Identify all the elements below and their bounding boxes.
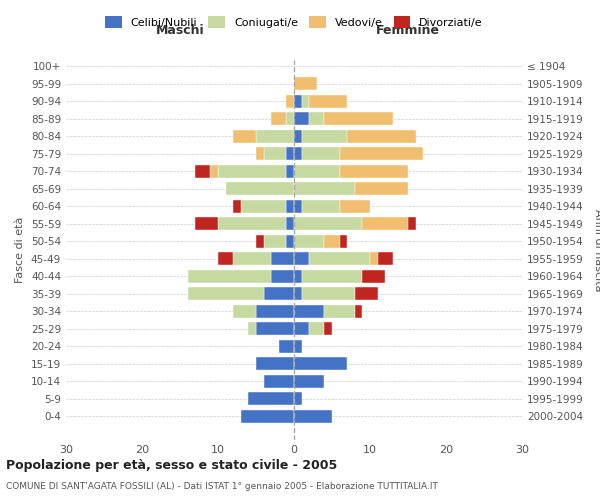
Bar — [355, 182, 408, 196]
Bar — [211, 164, 218, 178]
Bar — [294, 340, 302, 353]
Bar — [294, 304, 325, 318]
Bar — [256, 147, 263, 160]
Bar — [294, 270, 302, 283]
Bar — [340, 147, 423, 160]
Bar — [309, 112, 325, 126]
Bar — [302, 95, 309, 108]
Bar — [226, 182, 294, 196]
Bar — [302, 270, 362, 283]
Bar — [286, 164, 294, 178]
Bar — [286, 95, 294, 108]
Bar — [294, 78, 317, 90]
Bar — [294, 182, 355, 196]
Legend: Celibi/Nubili, Coniugati/e, Vedovi/e, Divorziati/e: Celibi/Nubili, Coniugati/e, Vedovi/e, Di… — [105, 16, 483, 28]
Bar — [294, 392, 302, 405]
Bar — [302, 130, 347, 143]
Bar — [294, 147, 302, 160]
Bar — [377, 252, 393, 266]
Bar — [355, 304, 362, 318]
Bar — [294, 357, 347, 370]
Bar — [340, 234, 347, 248]
Bar — [279, 340, 294, 353]
Bar — [286, 200, 294, 213]
Bar — [248, 322, 256, 336]
Bar — [241, 200, 286, 213]
Text: Popolazione per età, sesso e stato civile - 2005: Popolazione per età, sesso e stato civil… — [6, 460, 337, 472]
Bar — [325, 304, 355, 318]
Bar — [271, 270, 294, 283]
Text: Maschi: Maschi — [155, 24, 205, 36]
Bar — [233, 304, 256, 318]
Bar — [263, 147, 286, 160]
Bar — [340, 164, 408, 178]
Bar — [309, 322, 325, 336]
Bar — [188, 270, 271, 283]
Bar — [340, 200, 370, 213]
Bar — [218, 164, 286, 178]
Bar — [370, 252, 377, 266]
Bar — [286, 147, 294, 160]
Bar — [256, 357, 294, 370]
Bar — [294, 234, 325, 248]
Bar — [218, 217, 286, 230]
Bar — [294, 374, 325, 388]
Bar — [309, 95, 347, 108]
Bar — [309, 252, 370, 266]
Bar — [294, 95, 302, 108]
Bar — [302, 147, 340, 160]
Bar — [294, 322, 309, 336]
Bar — [294, 130, 302, 143]
Bar — [263, 374, 294, 388]
Bar — [256, 322, 294, 336]
Bar — [294, 112, 309, 126]
Bar — [347, 130, 416, 143]
Bar — [294, 200, 302, 213]
Bar — [256, 234, 263, 248]
Bar — [286, 112, 294, 126]
Bar — [241, 410, 294, 422]
Bar — [195, 217, 218, 230]
Bar — [362, 270, 385, 283]
Bar — [256, 130, 294, 143]
Bar — [325, 322, 332, 336]
Bar — [408, 217, 416, 230]
Bar — [294, 164, 340, 178]
Bar — [355, 287, 377, 300]
Bar — [233, 252, 271, 266]
Y-axis label: Fasce di età: Fasce di età — [16, 217, 25, 283]
Bar — [294, 410, 332, 422]
Bar — [286, 234, 294, 248]
Bar — [263, 234, 286, 248]
Bar — [294, 217, 362, 230]
Y-axis label: Anni di nascita: Anni di nascita — [593, 209, 600, 291]
Text: Femmine: Femmine — [376, 24, 440, 36]
Bar — [218, 252, 233, 266]
Bar — [195, 164, 211, 178]
Bar — [188, 287, 263, 300]
Bar — [248, 392, 294, 405]
Bar — [294, 287, 302, 300]
Bar — [362, 217, 408, 230]
Bar — [325, 112, 393, 126]
Bar — [294, 252, 309, 266]
Bar — [271, 252, 294, 266]
Bar — [263, 287, 294, 300]
Bar — [325, 234, 340, 248]
Bar — [256, 304, 294, 318]
Bar — [302, 200, 340, 213]
Bar — [302, 287, 355, 300]
Bar — [271, 112, 286, 126]
Bar — [233, 130, 256, 143]
Text: COMUNE DI SANT'AGATA FOSSILI (AL) - Dati ISTAT 1° gennaio 2005 - Elaborazione TU: COMUNE DI SANT'AGATA FOSSILI (AL) - Dati… — [6, 482, 438, 491]
Bar — [233, 200, 241, 213]
Bar — [286, 217, 294, 230]
